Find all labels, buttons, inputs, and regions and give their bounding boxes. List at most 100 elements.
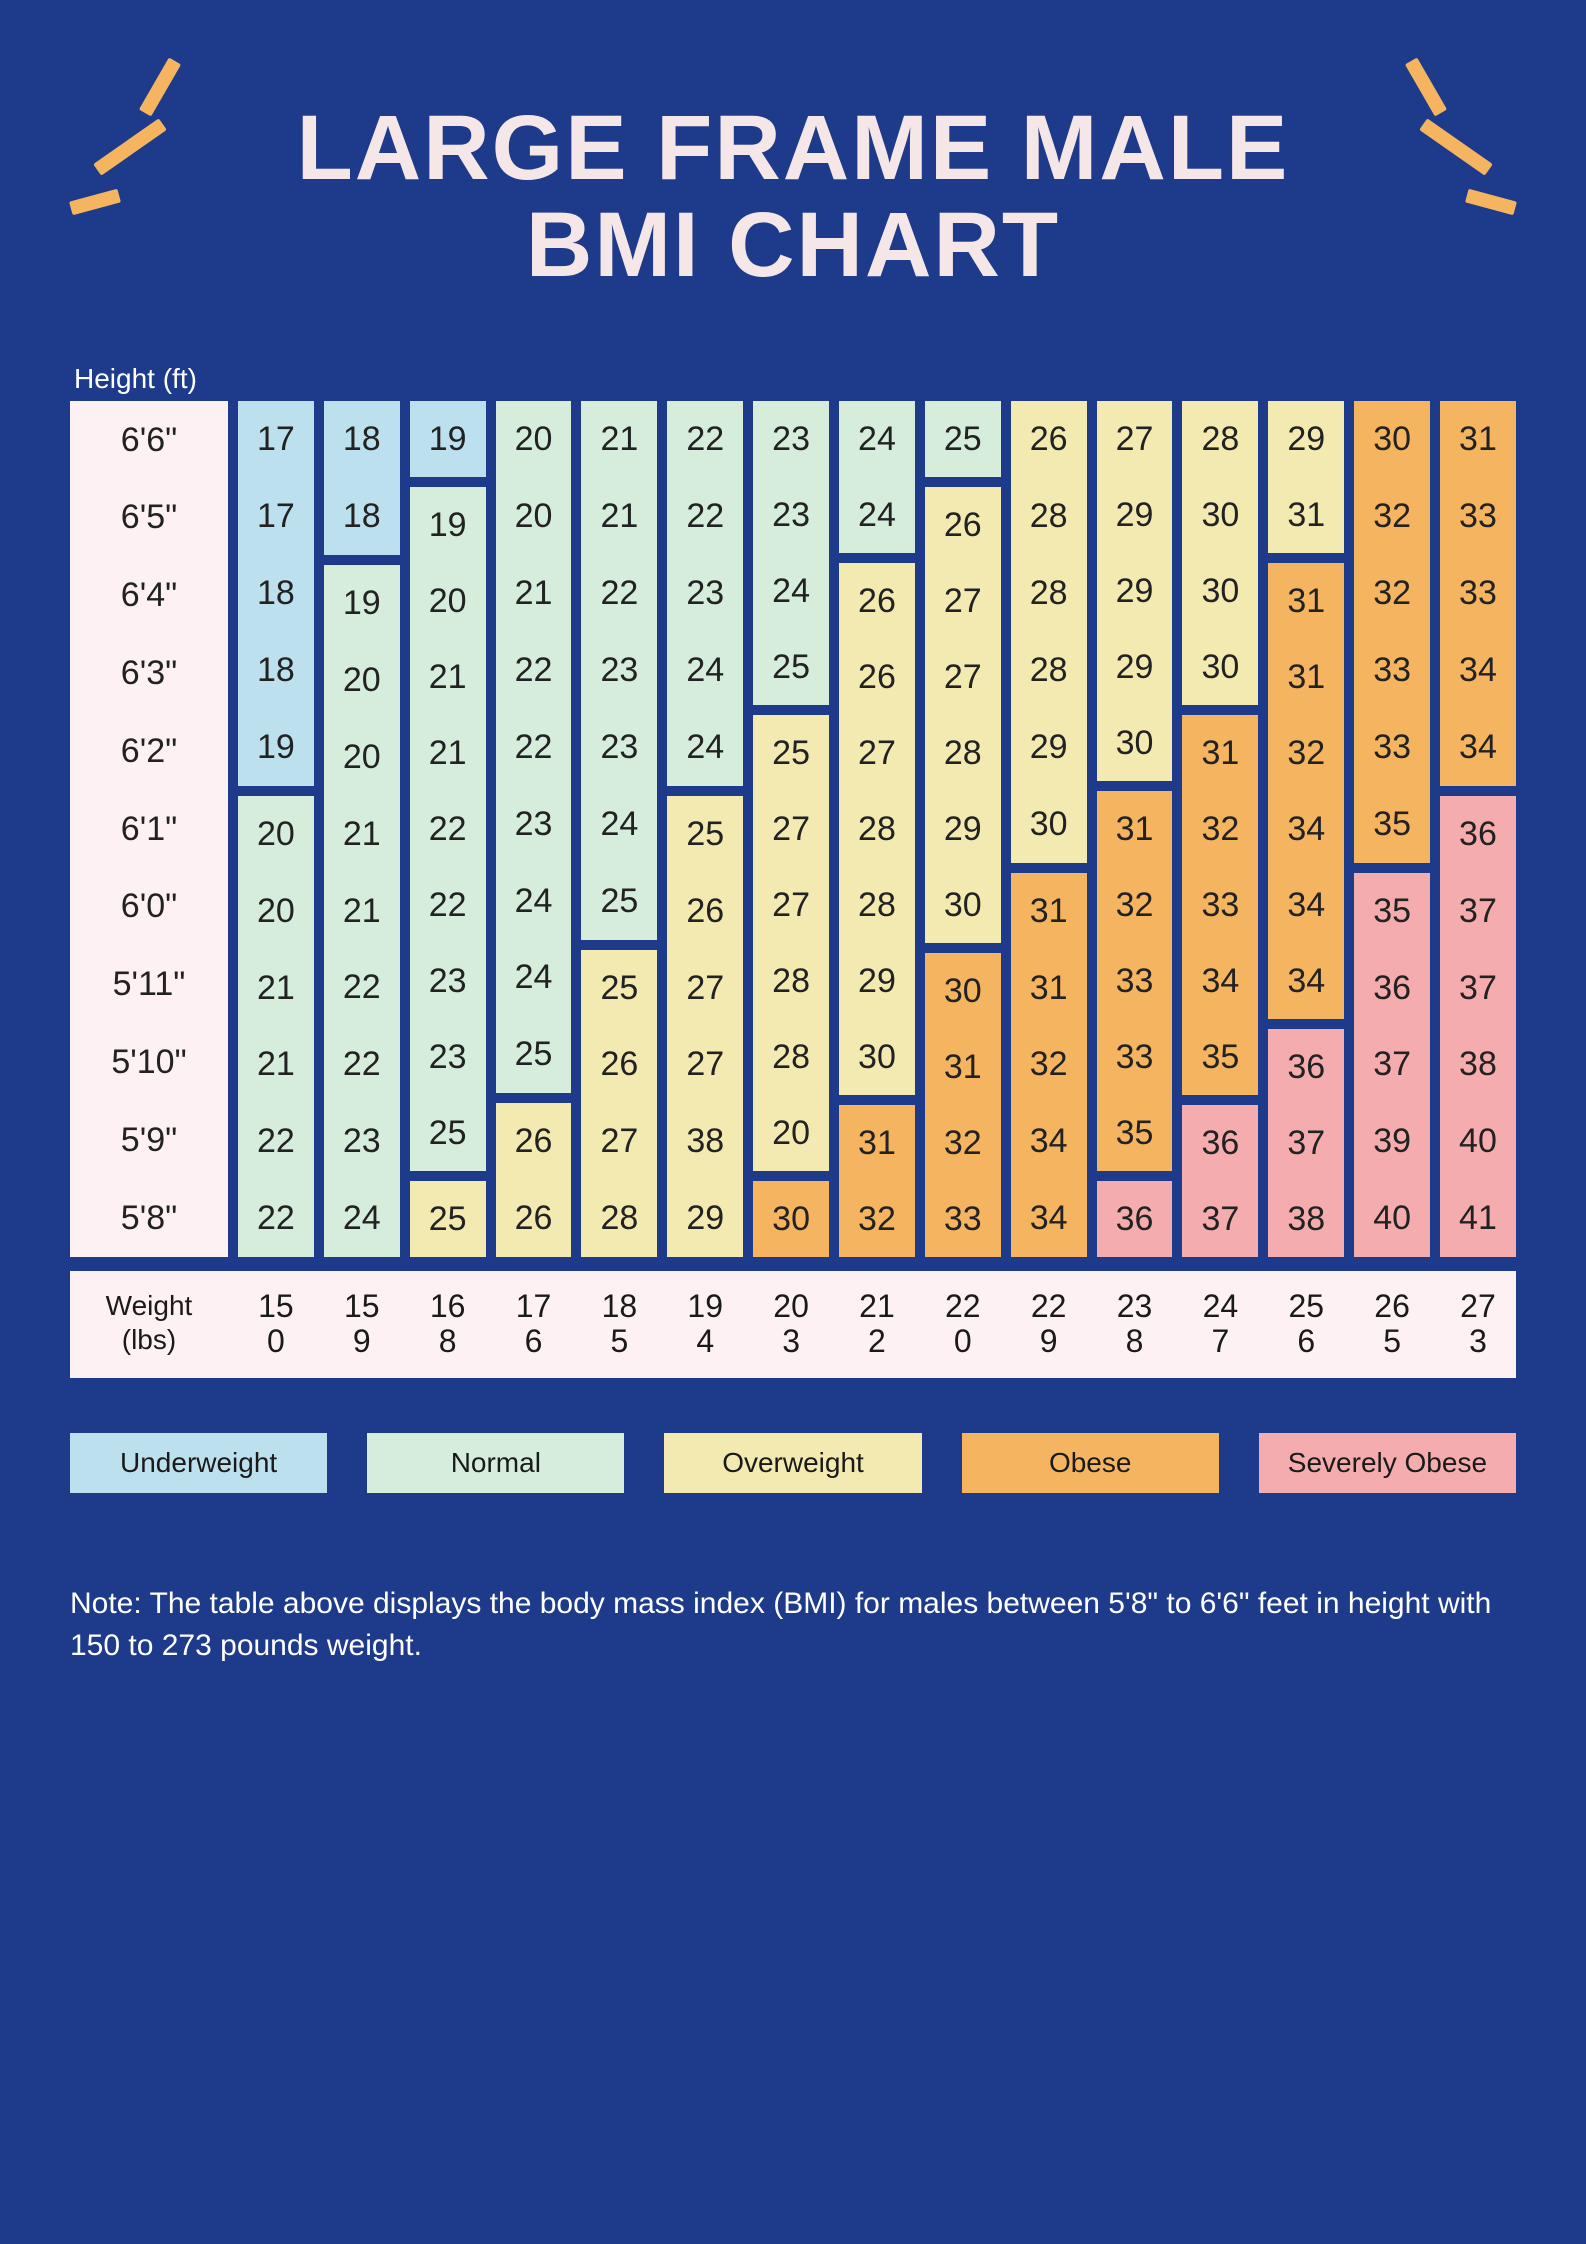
bmi-cell: 32 bbox=[1097, 867, 1173, 943]
bmi-cell: 37 bbox=[1268, 1105, 1344, 1181]
bmi-block: 3132333435 bbox=[1182, 715, 1258, 1095]
bmi-cell: 25 bbox=[410, 1095, 486, 1171]
bmi-cell: 22 bbox=[410, 791, 486, 867]
bmi-block: 3132 bbox=[839, 1105, 915, 1257]
bmi-cell: 23 bbox=[753, 477, 829, 553]
data-column: 2526272728293030313233 bbox=[925, 401, 1001, 1257]
bmi-cell: 31 bbox=[1182, 715, 1258, 791]
bmi-cell: 18 bbox=[238, 555, 314, 632]
bmi-cell: 30 bbox=[1011, 786, 1087, 863]
bmi-cell: 25 bbox=[753, 715, 829, 791]
bmi-block: 23232425 bbox=[753, 401, 829, 705]
bmi-cell: 18 bbox=[324, 401, 400, 478]
bmi-cell: 23 bbox=[581, 709, 657, 786]
bmi-cell: 36 bbox=[1097, 1181, 1173, 1257]
bmi-cell: 19 bbox=[324, 565, 400, 642]
bmi-cell: 28 bbox=[581, 1180, 657, 1257]
weight-label: 273 bbox=[1440, 1289, 1516, 1359]
bmi-cell: 26 bbox=[496, 1103, 572, 1180]
bmi-block: 2729292930 bbox=[1097, 401, 1173, 781]
bmi-cell: 37 bbox=[1440, 873, 1516, 950]
bmi-block: 19 bbox=[410, 401, 486, 477]
bmi-cell: 22 bbox=[238, 1103, 314, 1180]
bmi-cell: 31 bbox=[1268, 639, 1344, 715]
bmi-block: 25262728 bbox=[581, 950, 657, 1258]
bmi-cell: 31 bbox=[1440, 401, 1516, 478]
bmi-cell: 23 bbox=[753, 401, 829, 477]
bmi-cell: 37 bbox=[1354, 1026, 1430, 1103]
weight-values: 1501591681761851942032122202292382472562… bbox=[228, 1289, 1516, 1359]
data-column: 2931313132343434363738 bbox=[1268, 401, 1344, 1257]
x-axis-title-line-2: (lbs) bbox=[122, 1324, 176, 1355]
bmi-block: 2626 bbox=[496, 1103, 572, 1257]
bmi-block: 2931 bbox=[1268, 401, 1344, 553]
legend: UnderweightNormalOverweightObeseSeverely… bbox=[70, 1433, 1516, 1493]
data-column: 2323242525272728282030 bbox=[753, 401, 829, 1257]
bmi-block: 1818 bbox=[324, 401, 400, 555]
data-column: 3133333434363737384041 bbox=[1440, 401, 1516, 1257]
bmi-block: 192021212222232325 bbox=[410, 487, 486, 1171]
bmi-cell: 30 bbox=[753, 1181, 829, 1257]
bmi-block: 262727282930 bbox=[925, 487, 1001, 943]
bmi-cell: 35 bbox=[1182, 1019, 1258, 1095]
bmi-cell: 21 bbox=[324, 796, 400, 873]
bmi-cell: 31 bbox=[925, 1029, 1001, 1105]
header: LARGE FRAME MALE BMI CHART bbox=[70, 60, 1516, 363]
bmi-block: 3637 bbox=[1182, 1105, 1258, 1257]
bmi-cell: 20 bbox=[496, 401, 572, 478]
bmi-block: 25 bbox=[410, 1181, 486, 1257]
bmi-cell: 34 bbox=[1011, 1103, 1087, 1180]
bmi-cell: 21 bbox=[581, 478, 657, 555]
bmi-cell: 27 bbox=[925, 563, 1001, 639]
bmi-cell: 34 bbox=[1268, 791, 1344, 867]
bmi-cell: 32 bbox=[1354, 555, 1430, 632]
bmi-cell: 26 bbox=[496, 1180, 572, 1257]
bmi-cell: 28 bbox=[839, 791, 915, 867]
bmi-cell: 30 bbox=[1354, 401, 1430, 478]
bmi-cell: 24 bbox=[496, 940, 572, 1017]
title-line-2: BMI CHART bbox=[526, 194, 1060, 296]
bmi-cell: 25 bbox=[925, 401, 1001, 477]
bmi-cell: 33 bbox=[1440, 478, 1516, 555]
weight-label: 256 bbox=[1268, 1289, 1344, 1359]
data-column: 2729292930313233333536 bbox=[1097, 401, 1173, 1257]
bmi-cell: 22 bbox=[324, 950, 400, 1027]
data-column: 1919202121222223232525 bbox=[410, 401, 486, 1257]
bmi-cell: 17 bbox=[238, 478, 314, 555]
bmi-cell: 23 bbox=[410, 943, 486, 1019]
weight-label: 212 bbox=[839, 1289, 915, 1359]
bmi-cell: 28 bbox=[1011, 478, 1087, 555]
bmi-cell: 33 bbox=[1440, 555, 1516, 632]
bmi-cell: 40 bbox=[1440, 1103, 1516, 1180]
bmi-block: 252627273829 bbox=[667, 796, 743, 1257]
height-label: 6'0" bbox=[70, 868, 228, 946]
weight-axis: Weight (lbs) 150159168176185194203212220… bbox=[70, 1271, 1516, 1377]
bmi-cell: 22 bbox=[238, 1180, 314, 1257]
data-column: 3032323333353536373940 bbox=[1354, 401, 1430, 1257]
data-column: 1818192020212122222324 bbox=[324, 401, 400, 1257]
burst-decoration-right bbox=[1366, 70, 1516, 220]
chart-title: LARGE FRAME MALE BMI CHART bbox=[70, 100, 1516, 293]
bmi-cell: 27 bbox=[925, 639, 1001, 715]
bmi-cell: 31 bbox=[1268, 563, 1344, 639]
bmi-block: 3133333434 bbox=[1440, 401, 1516, 786]
bmi-block: 2424 bbox=[839, 401, 915, 553]
bmi-cell: 35 bbox=[1354, 873, 1430, 950]
bmi-cell: 24 bbox=[839, 477, 915, 553]
bmi-cell: 20 bbox=[496, 478, 572, 555]
bmi-cell: 29 bbox=[1097, 629, 1173, 705]
bmi-cell: 33 bbox=[1097, 943, 1173, 1019]
weight-label: 185 bbox=[581, 1289, 657, 1359]
data-column: 2830303031323334353637 bbox=[1182, 401, 1258, 1257]
bmi-cell: 27 bbox=[753, 791, 829, 867]
bmi-cell: 27 bbox=[581, 1103, 657, 1180]
data-column: 2121222323242525262728 bbox=[581, 401, 657, 1257]
bmi-cell: 32 bbox=[1354, 478, 1430, 555]
weight-label: 265 bbox=[1354, 1289, 1430, 1359]
bmi-cell: 34 bbox=[1440, 632, 1516, 709]
bmi-block: 3536373940 bbox=[1354, 873, 1430, 1258]
bmi-cell: 27 bbox=[753, 867, 829, 943]
bmi-cell: 22 bbox=[410, 867, 486, 943]
bmi-cell: 34 bbox=[1440, 709, 1516, 786]
bmi-cell: 29 bbox=[1097, 477, 1173, 553]
